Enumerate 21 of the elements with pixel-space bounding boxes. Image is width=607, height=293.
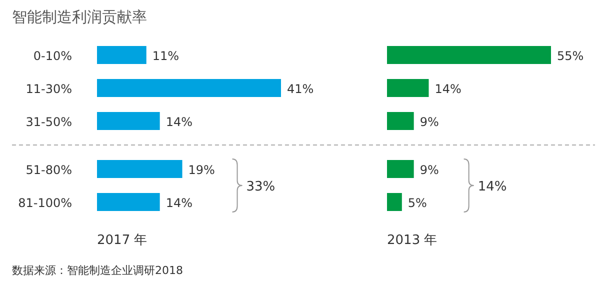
y-tick-label: 0-10% [33,49,72,63]
annotation: 14% [478,180,507,194]
data-label: 14% [166,196,192,210]
data-label: 11% [152,49,180,63]
data-label: 14% [434,82,462,96]
x-axis-title: 2017 年 [97,233,148,248]
source-note: 数据来源：智能制造企业调研2018 [12,264,183,277]
data-label: 55% [557,49,584,63]
y-tick-label: 31-50% [26,115,72,129]
y-tick-label: 11-30% [26,82,72,96]
data-label: 5% [408,196,427,210]
chart-title: 智能制造利润贡献率 [12,8,147,26]
x-axis-title: 2013 年 [387,233,438,248]
data-label: 14% [166,115,192,129]
y-tick-label: 51-80% [26,163,72,177]
y-tick-label: 81-100% [18,196,72,210]
data-label: 19% [188,163,215,177]
annotation: 33% [246,180,276,194]
data-label: 41% [287,82,314,96]
data-label: 9% [420,115,439,129]
data-label: 9% [420,163,439,177]
